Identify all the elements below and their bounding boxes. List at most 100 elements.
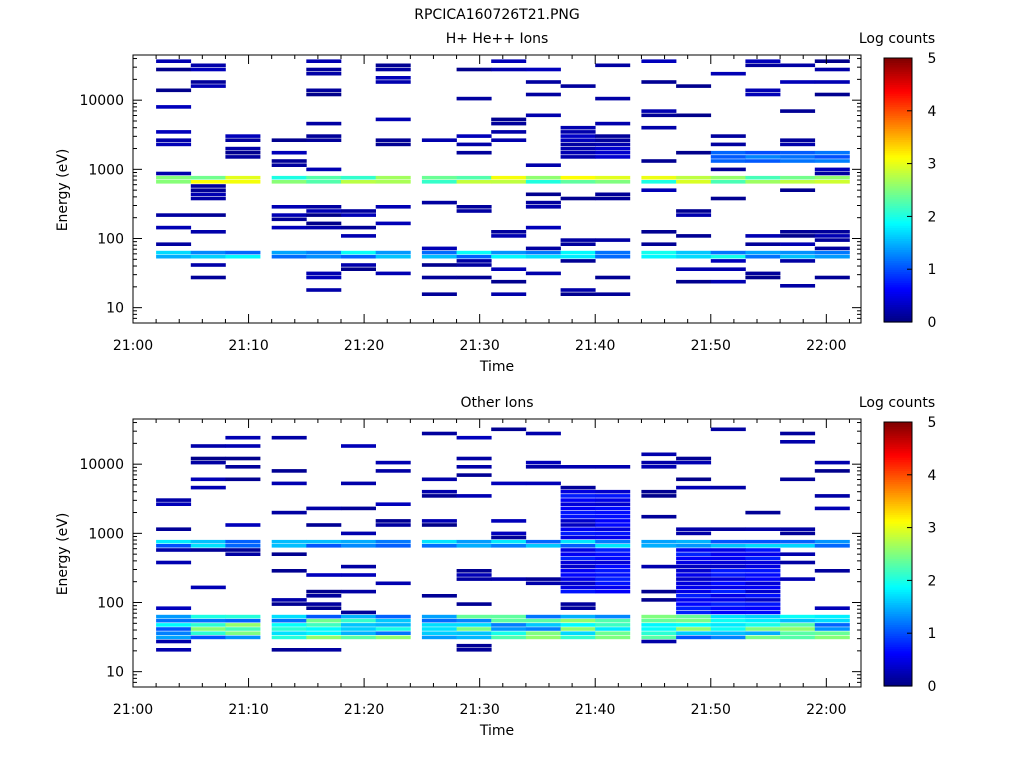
heatmap-cell [456, 573, 492, 577]
heatmap-cell [491, 130, 527, 134]
colorbar-segment [884, 615, 912, 619]
heatmap-cell [525, 175, 561, 180]
heatmap-cell [271, 163, 307, 167]
heatmap-cell [190, 213, 226, 217]
colorbar-segment [884, 501, 912, 504]
colorbar-segment [884, 571, 912, 575]
heatmap-cell [780, 142, 816, 147]
colorbar-segment [884, 646, 912, 650]
heatmap-cell [595, 577, 631, 581]
heatmap-cell [641, 452, 677, 457]
heatmap-cell [190, 544, 226, 548]
heatmap-cell [710, 150, 746, 155]
heatmap-cell [710, 279, 746, 284]
heatmap-cell [710, 548, 746, 552]
heatmap-cell [710, 635, 746, 640]
heatmap-cell [306, 59, 342, 63]
heatmap-cell [676, 602, 712, 606]
heatmap-cell [780, 631, 816, 635]
heatmap-cell [375, 67, 411, 72]
colorbar-segment [884, 128, 912, 132]
heatmap-cell [190, 80, 226, 84]
colorbar-segment [884, 115, 912, 118]
heatmap-cell [456, 134, 492, 138]
heatmap-cell [710, 569, 746, 573]
heatmap-cell [745, 92, 781, 97]
heatmap-cell [641, 59, 677, 63]
heatmap-cell [814, 155, 850, 159]
heatmap-cell [595, 175, 631, 180]
heatmap-cell [421, 275, 457, 280]
heatmap-cell [156, 539, 192, 544]
y-tick-label: 10 [106, 665, 124, 681]
heatmap-cell [156, 627, 192, 631]
heatmap-cell [560, 519, 596, 523]
heatmap-cell [271, 250, 307, 255]
heatmap-cell [341, 234, 376, 238]
heatmap-cell [271, 510, 307, 515]
y-tick-label: 100 [97, 231, 124, 247]
heatmap-cell [641, 623, 677, 627]
colorbar-segment [884, 73, 912, 77]
colorbar-segment [884, 650, 912, 654]
heatmap-cell [156, 105, 192, 109]
heatmap-cell [306, 631, 342, 635]
colorbar-segment [884, 223, 912, 226]
colorbar-segment [884, 242, 912, 246]
heatmap-cell [595, 569, 631, 573]
colorbar-segment [884, 207, 912, 211]
heatmap-cell [456, 623, 492, 627]
colorbar-segment [884, 644, 912, 647]
heatmap-cell [271, 180, 307, 184]
heatmap-cell [375, 618, 411, 623]
heatmap-cell [525, 250, 561, 255]
colorbar-segment [884, 119, 912, 123]
heatmap-cell [190, 254, 226, 259]
heatmap-cell [745, 150, 781, 155]
heatmap-cell [491, 535, 527, 540]
heatmap-cell [190, 614, 226, 619]
heatmap-cell [525, 163, 561, 167]
panel-1-xlabel: Time [479, 359, 514, 375]
colorbar-segment [884, 606, 912, 610]
heatmap-cell [560, 254, 596, 259]
heatmap-cell [271, 469, 307, 473]
colorbar-segment [884, 545, 912, 548]
colorbar-segment [884, 218, 912, 222]
colorbar-segment [884, 95, 912, 99]
heatmap-cell [814, 544, 850, 548]
heatmap-cell [421, 623, 457, 627]
heatmap-cell [525, 627, 561, 631]
colorbar-segment [884, 664, 912, 667]
heatmap-cell [595, 519, 631, 523]
heatmap-cell [306, 275, 342, 280]
heatmap-cell [190, 188, 226, 192]
heatmap-cell [745, 606, 781, 610]
heatmap-cell [375, 138, 411, 142]
heatmap-cell [225, 444, 261, 448]
heatmap-cell [525, 465, 561, 469]
panel-1-y-axis: 10 100 1000 10000 [79, 58, 861, 324]
heatmap-cell [560, 180, 596, 184]
heatmap-cell [491, 59, 527, 63]
heatmap-cell [641, 627, 677, 631]
heatmap-cell [595, 581, 631, 586]
heatmap-cell [491, 635, 527, 640]
heatmap-cell [560, 130, 596, 134]
heatmap-cell [525, 631, 561, 635]
heatmap-cell [560, 288, 596, 292]
colorbar-segment [884, 435, 912, 438]
heatmap-cell [745, 510, 781, 515]
heatmap-cell [745, 242, 781, 246]
heatmap-cell [814, 469, 850, 473]
heatmap-cell [271, 205, 307, 209]
heatmap-cell [156, 180, 192, 184]
heatmap-cell [525, 200, 561, 205]
heatmap-cell [375, 635, 411, 640]
heatmap-cell [595, 489, 631, 494]
colorbar-segment [884, 661, 912, 665]
heatmap-cell [780, 440, 816, 444]
colorbar-segment [884, 554, 912, 557]
colorbar-segment [884, 297, 912, 301]
heatmap-cell [156, 254, 192, 259]
